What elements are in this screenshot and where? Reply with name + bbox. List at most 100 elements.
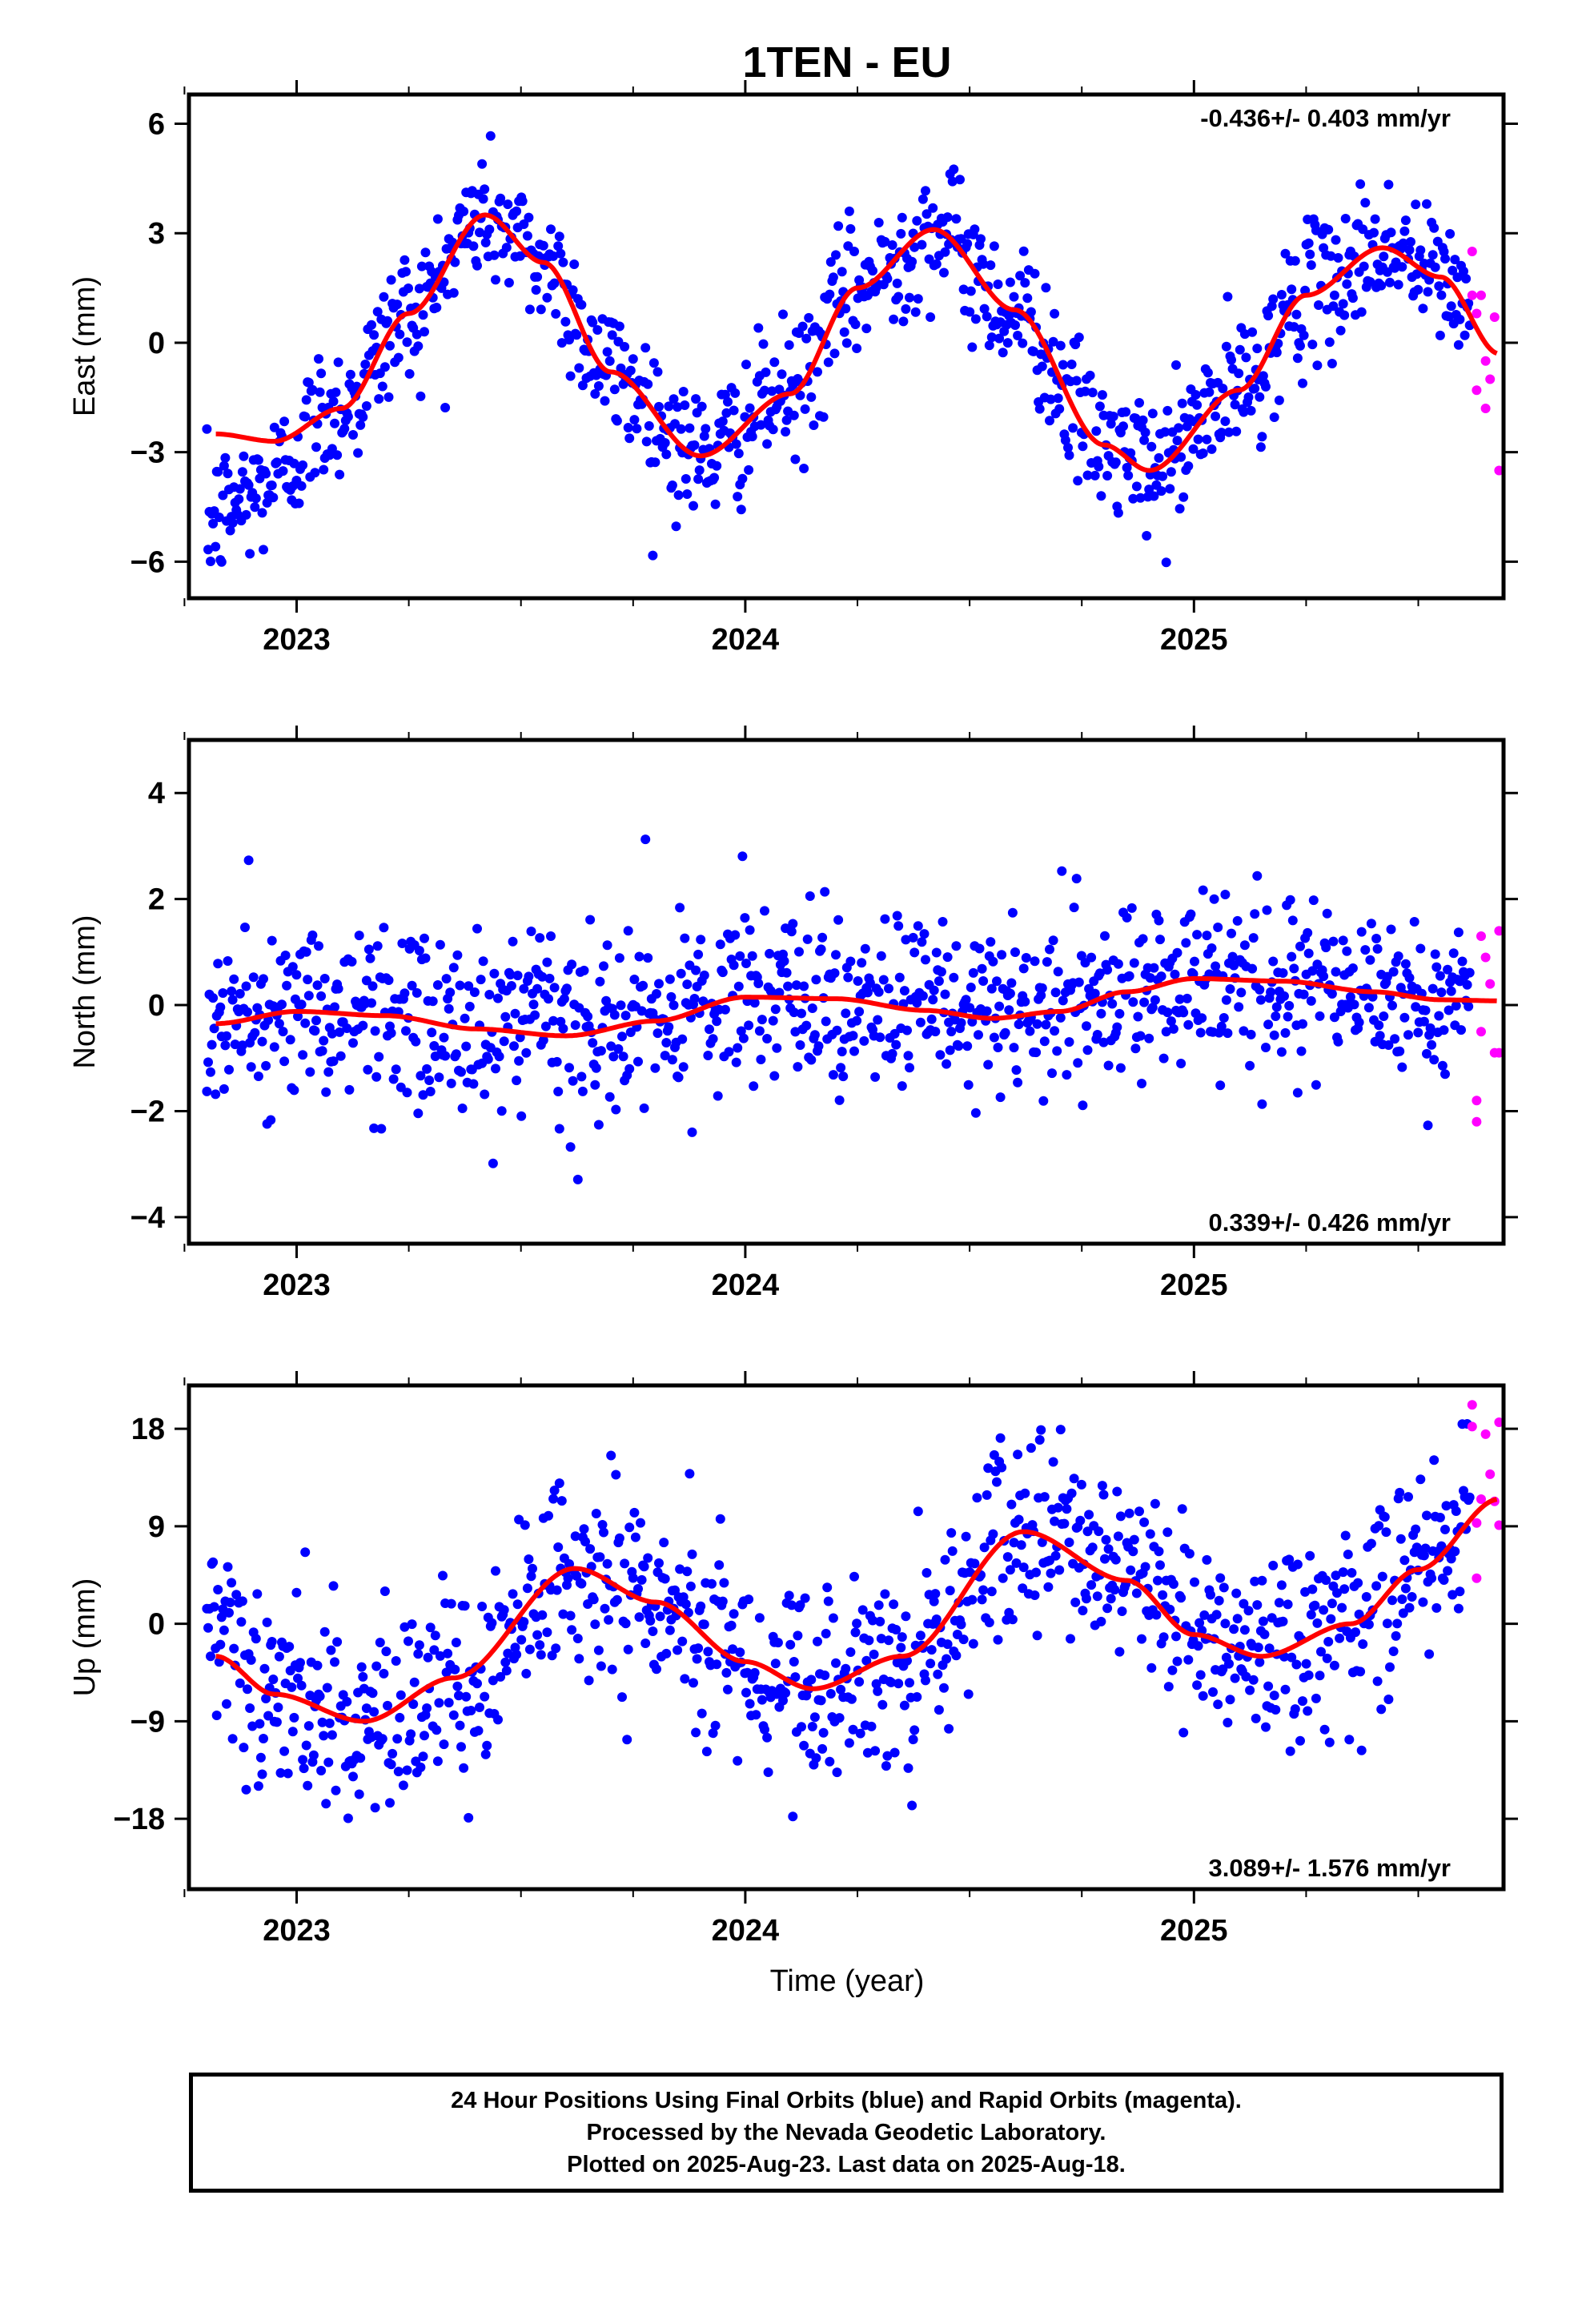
final-orbit-point [1366, 1538, 1376, 1549]
final-orbit-point [1091, 426, 1102, 436]
final-orbit-point [1038, 1096, 1049, 1106]
final-orbit-point [542, 1627, 552, 1638]
final-orbit-point [1013, 1449, 1023, 1460]
final-orbit-point [1411, 1524, 1421, 1534]
final-orbit-point [770, 1659, 781, 1669]
final-orbit-point [428, 996, 438, 1007]
final-orbit-point [607, 1664, 617, 1675]
final-orbit-point [1098, 1037, 1109, 1047]
final-orbit-point [1171, 1631, 1181, 1642]
final-orbit-point [790, 454, 801, 464]
final-orbit-point [1376, 1704, 1387, 1715]
final-orbit-point [1287, 915, 1298, 926]
final-orbit-point [1446, 986, 1456, 996]
final-orbit-point [1246, 1029, 1256, 1039]
final-orbit-point [1058, 360, 1068, 370]
final-orbit-point [880, 1589, 890, 1599]
final-orbit-point [1232, 1614, 1243, 1624]
final-orbit-point [395, 329, 405, 340]
final-orbit-point [496, 1671, 506, 1682]
final-orbit-point [230, 1039, 240, 1050]
final-orbit-point [208, 518, 219, 529]
final-orbit-point [361, 401, 371, 411]
final-orbit-point [1324, 337, 1335, 348]
final-orbit-point [326, 1645, 336, 1655]
final-orbit-point [913, 294, 923, 304]
final-orbit-point [1464, 1492, 1475, 1502]
final-orbit-point [1066, 360, 1077, 369]
final-orbit-point [749, 1081, 759, 1092]
final-orbit-point [451, 1638, 461, 1647]
final-orbit-point [554, 1478, 564, 1489]
final-orbit-point [1284, 1554, 1295, 1565]
final-orbit-point [893, 292, 904, 302]
final-orbit-point [809, 1712, 820, 1723]
final-orbit-point [1248, 1675, 1259, 1685]
final-orbit-point [961, 1531, 971, 1542]
final-orbit-point [616, 1000, 626, 1011]
final-orbit-point [1018, 338, 1028, 348]
final-orbit-point [435, 939, 445, 950]
final-orbit-point [1197, 1013, 1207, 1023]
final-orbit-point [689, 440, 700, 450]
final-orbit-point [1337, 1602, 1347, 1613]
final-orbit-point [519, 1617, 529, 1627]
final-orbit-point [636, 1518, 645, 1528]
final-orbit-point [1128, 493, 1138, 504]
final-orbit-point [283, 1768, 293, 1779]
final-orbit-point [669, 1000, 679, 1011]
final-orbit-point [1073, 1058, 1083, 1068]
final-orbit-point [813, 367, 822, 377]
final-orbit-point [396, 1690, 406, 1700]
final-orbit-point [1455, 314, 1465, 324]
final-orbit-point [321, 1087, 331, 1097]
rapid-orbit-point [1476, 931, 1486, 941]
final-orbit-point [1257, 1099, 1267, 1109]
final-orbit-point [323, 1757, 334, 1767]
final-orbit-point [852, 344, 862, 353]
final-orbit-point [1296, 1046, 1307, 1056]
final-orbit-point [512, 1650, 522, 1659]
final-orbit-point [1319, 1724, 1330, 1735]
final-orbit-point [323, 1067, 334, 1077]
final-orbit-point [1388, 1647, 1399, 1656]
final-orbit-point [220, 452, 231, 463]
final-orbit-point [532, 983, 543, 994]
east-model-fit-line [215, 212, 1498, 473]
final-orbit-point [661, 1038, 672, 1047]
final-orbit-point [1268, 956, 1279, 967]
final-orbit-point [791, 980, 801, 991]
final-orbit-point [1247, 963, 1258, 974]
final-orbit-point [687, 1127, 697, 1137]
final-orbit-point [1043, 1582, 1054, 1592]
final-orbit-point [806, 1675, 817, 1685]
final-orbit-point [1041, 283, 1051, 293]
final-orbit-point [853, 976, 863, 986]
final-orbit-point [491, 1063, 500, 1074]
final-orbit-point [301, 947, 311, 957]
final-orbit-point [590, 1080, 600, 1090]
final-orbit-point [439, 277, 449, 287]
final-orbit-point [1316, 1647, 1326, 1657]
final-orbit-point [1211, 961, 1221, 971]
final-orbit-point [572, 330, 582, 340]
final-orbit-point [1000, 1027, 1010, 1038]
final-orbit-point [1387, 1595, 1397, 1606]
final-orbit-point [316, 1766, 327, 1775]
final-orbit-point [1283, 1599, 1293, 1610]
up-rapid-orbit-points [1467, 1400, 1504, 1583]
final-orbit-point [319, 1035, 329, 1046]
final-orbit-point [278, 466, 288, 476]
final-orbit-point [514, 1055, 524, 1066]
final-orbit-point [202, 424, 212, 434]
final-orbit-point [849, 1571, 859, 1582]
final-orbit-point [1048, 1457, 1058, 1467]
final-orbit-point [551, 308, 561, 319]
final-orbit-point [1225, 984, 1235, 994]
final-orbit-point [576, 1072, 587, 1082]
final-orbit-point [1231, 1588, 1242, 1598]
y-tick-label: −18 [114, 1803, 165, 1836]
final-orbit-point [459, 1763, 469, 1773]
final-orbit-point [962, 1041, 973, 1051]
final-orbit-point [1025, 1026, 1035, 1036]
